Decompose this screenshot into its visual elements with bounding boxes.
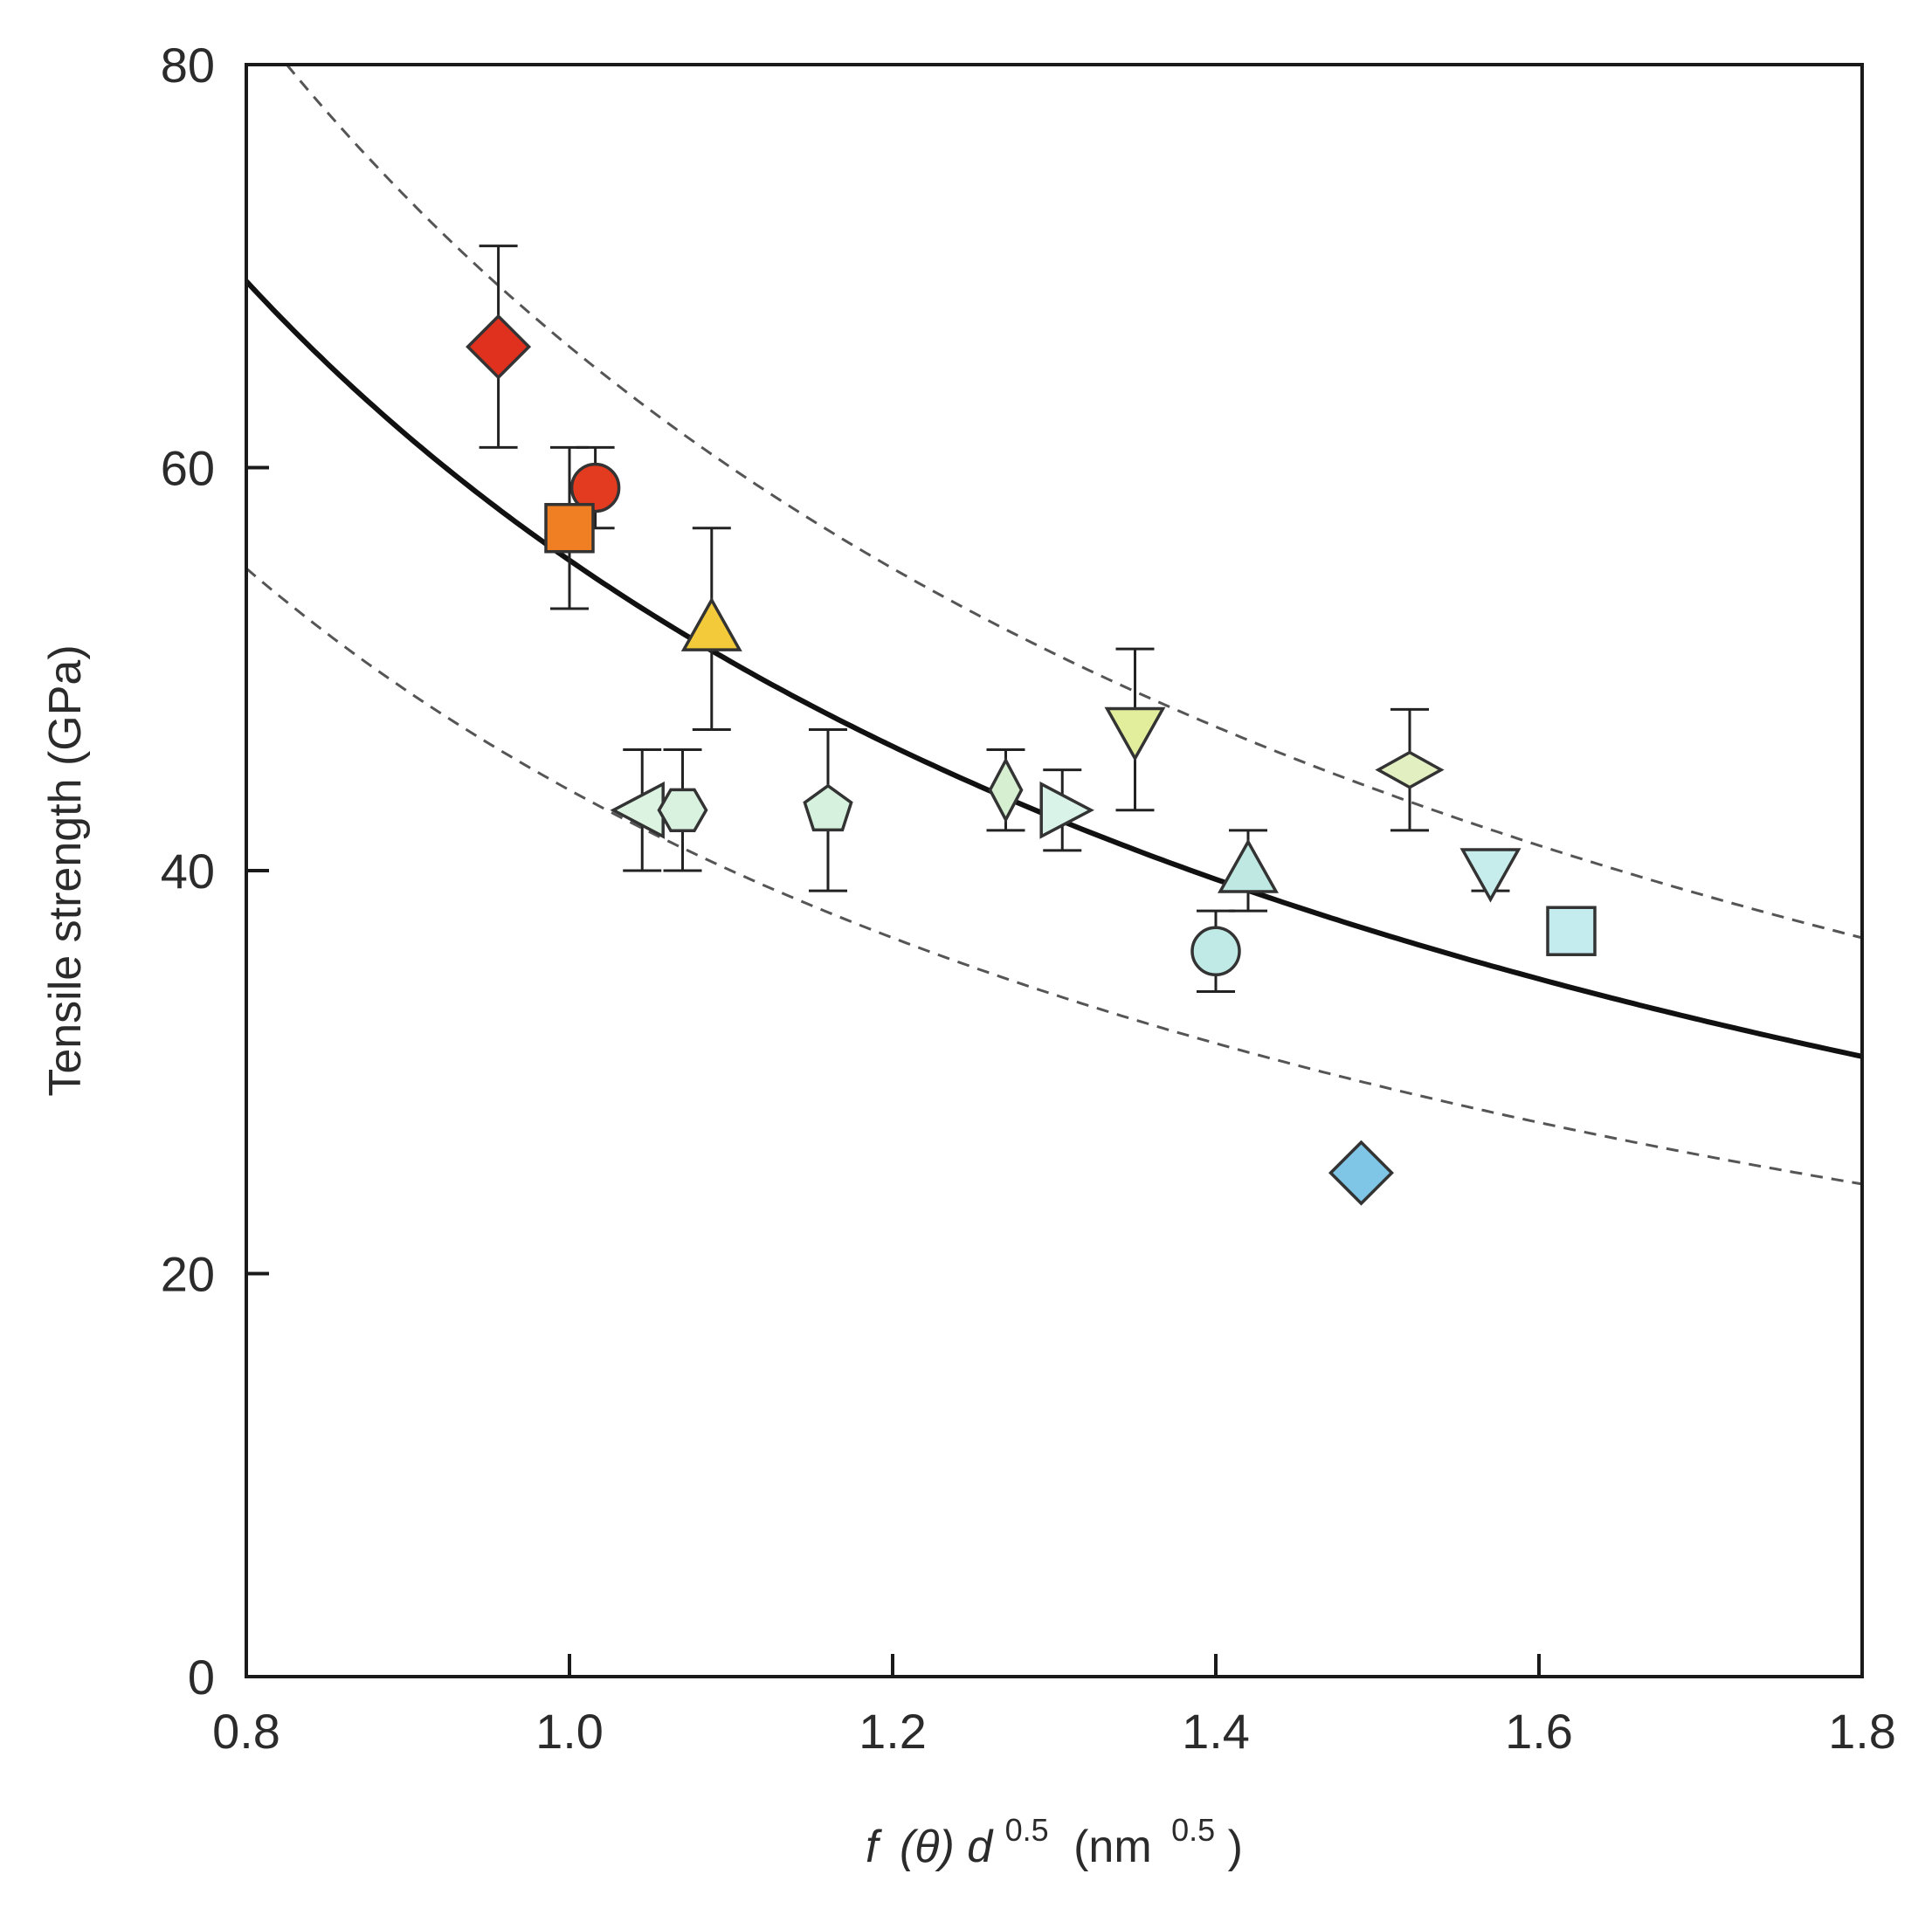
data-point	[610, 748, 665, 872]
x-label-unit-exponent: 0.5	[1171, 1812, 1215, 1848]
x-tick-label: 1.2	[859, 1704, 927, 1759]
bound-curve-2	[245, 567, 1863, 1186]
data-point	[1218, 829, 1279, 913]
marker-triangle-right	[1039, 781, 1094, 839]
marker-triangle-down	[1459, 848, 1521, 903]
data-point	[986, 748, 1025, 832]
y-axis-label: Tensile strength (GPa)	[40, 644, 91, 1096]
y-tick-label: 20	[161, 1247, 215, 1302]
bound-curve-1	[286, 64, 1863, 940]
x-tick-label: 1.4	[1182, 1704, 1250, 1759]
marker-thin-diamond	[988, 756, 1024, 823]
fit-curve	[244, 279, 1863, 1059]
x-tick-label: 1.6	[1505, 1704, 1573, 1759]
y-tick-label: 60	[161, 441, 215, 496]
axis-ticks: 0.8 1.0 1.2 1.4 1.6 1.8 0 20 40 60 80	[161, 38, 1896, 1759]
marker-triangle-up	[680, 596, 742, 651]
x-label-theta: (θ)	[900, 1822, 955, 1872]
data-point	[466, 245, 532, 449]
x-tick-label: 0.8	[212, 1704, 280, 1759]
y-tick-label: 40	[161, 844, 215, 899]
data-point	[1328, 1140, 1394, 1206]
marker-diamond	[1328, 1140, 1394, 1206]
data-point	[680, 527, 742, 731]
marker-wide-diamond	[1375, 750, 1445, 789]
marker-circle	[1190, 926, 1241, 977]
x-axis-label: f (θ) d 0.5 (nm 0.5 )	[866, 1801, 1243, 1872]
marker-triangle-left	[610, 781, 665, 839]
marker-pentagon	[803, 783, 853, 832]
x-tick-label: 1.0	[535, 1704, 604, 1759]
marker-diamond	[466, 313, 532, 380]
data-point	[1039, 768, 1094, 852]
data-point	[803, 727, 853, 892]
data-point	[1104, 647, 1166, 812]
x-tick-label: 1.8	[1828, 1704, 1896, 1759]
marker-square	[1546, 906, 1597, 956]
x-label-d: d	[967, 1822, 994, 1872]
marker-circle	[569, 462, 621, 513]
x-label-f: f	[866, 1822, 882, 1872]
x-label-unit-close: )	[1228, 1822, 1243, 1872]
data-point	[1375, 707, 1445, 832]
data-point	[657, 748, 708, 872]
data-point	[1459, 848, 1521, 903]
data-point	[1546, 906, 1597, 956]
fit-curves	[244, 64, 1863, 1186]
data-point	[1190, 909, 1241, 993]
marker-hexagon	[657, 788, 708, 832]
data-points	[466, 245, 1597, 1206]
x-label-unit-open: (nm	[1073, 1822, 1152, 1872]
marker-triangle-up	[1218, 838, 1279, 893]
y-tick-label: 0	[188, 1650, 215, 1705]
marker-triangle-down	[1104, 706, 1166, 762]
data-point	[544, 445, 595, 610]
x-label-d-exponent: 0.5	[1005, 1812, 1049, 1848]
marker-square	[544, 502, 595, 554]
y-tick-label: 80	[161, 38, 215, 93]
